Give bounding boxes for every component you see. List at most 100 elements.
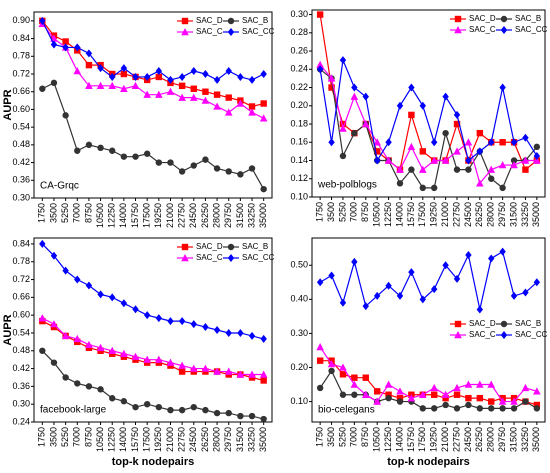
- marker-circle: [533, 143, 541, 151]
- x-tick-label: 7000: [349, 202, 359, 222]
- legend-marker: [181, 28, 189, 36]
- y-tick-label: 0.66: [12, 292, 30, 302]
- marker-triangle: [248, 370, 256, 378]
- panel-annotation: facebook-large: [40, 405, 107, 416]
- marker-circle: [39, 347, 46, 354]
- marker-diamond: [465, 156, 472, 165]
- marker-circle: [62, 374, 69, 381]
- marker-triangle: [407, 394, 416, 402]
- marker-circle: [339, 391, 347, 398]
- marker-triangle: [178, 361, 186, 369]
- x-tick-label: 12250: [383, 202, 393, 227]
- marker-circle: [442, 129, 449, 137]
- marker-square: [339, 371, 347, 378]
- marker-diamond: [408, 268, 415, 277]
- marker-diamond: [202, 70, 209, 78]
- marker-triangle: [85, 340, 93, 349]
- marker-diamond: [178, 72, 186, 81]
- marker-diamond: [419, 101, 426, 110]
- marker-square: [362, 374, 369, 381]
- marker-diamond: [260, 70, 267, 78]
- x-tick-label: 5250: [60, 427, 70, 447]
- marker-circle: [143, 400, 151, 408]
- y-tick-label: 0.30: [12, 192, 30, 202]
- marker-square: [213, 91, 221, 98]
- marker-circle: [419, 405, 426, 412]
- panel-annotation: CA-Grqc: [40, 181, 79, 192]
- x-tick-label: 1750: [315, 202, 325, 222]
- marker-triangle: [155, 355, 163, 363]
- marker-triangle: [407, 142, 416, 151]
- y-tick-label: 0.90: [12, 15, 30, 25]
- marker-triangle: [259, 370, 268, 378]
- x-tick-label: 17500: [142, 427, 152, 452]
- marker-circle: [385, 394, 392, 402]
- x-tick-label: 22750: [451, 427, 461, 452]
- marker-triangle: [201, 96, 210, 104]
- marker-circle: [510, 157, 518, 164]
- legend: SAC_D SAC_B SAC_C SAC_CC: [450, 14, 548, 34]
- marker-circle: [178, 168, 186, 175]
- marker-triangle: [441, 156, 450, 164]
- x-tick-label: 1750: [37, 427, 47, 447]
- y-tick-label: 0.16: [290, 137, 308, 147]
- marker-square: [62, 38, 69, 45]
- legend-label: SAC_B: [242, 16, 268, 25]
- marker-circle: [178, 406, 186, 414]
- x-axis-title: top-k nodepairs: [387, 456, 470, 468]
- marker-diamond: [488, 138, 495, 147]
- marker-triangle: [224, 367, 233, 375]
- marker-circle: [74, 147, 81, 154]
- x-tick-label: 14000: [394, 427, 404, 452]
- marker-diamond: [50, 40, 58, 49]
- marker-triangle: [224, 108, 233, 116]
- panel-annotation: web-polblogs: [317, 180, 377, 191]
- marker-square: [499, 139, 506, 146]
- x-tick-label: 12250: [383, 427, 393, 452]
- legend-label: SAC_B: [242, 242, 268, 251]
- marker-diamond: [442, 92, 449, 101]
- x-tick-label: 14000: [118, 427, 128, 452]
- marker-circle: [190, 162, 197, 169]
- marker-triangle: [38, 314, 47, 322]
- x-tick-label: 3500: [326, 427, 336, 447]
- marker-diamond: [499, 247, 506, 256]
- marker-diamond: [533, 151, 541, 160]
- marker-diamond: [431, 138, 438, 147]
- marker-diamond: [431, 285, 438, 294]
- marker-square: [260, 100, 267, 107]
- marker-diamond: [408, 83, 415, 92]
- x-tick-label: 33250: [246, 203, 256, 228]
- marker-circle: [476, 405, 484, 412]
- series-line: [42, 317, 264, 376]
- y-tick-label: 0.84: [12, 33, 30, 43]
- marker-diamond: [39, 16, 46, 25]
- marker-square: [202, 88, 209, 95]
- y-tick-label: 0.66: [12, 86, 30, 96]
- legend-marker: [500, 331, 508, 339]
- marker-circle: [488, 175, 495, 182]
- marker-diamond: [62, 266, 69, 275]
- x-tick-label: 26250: [474, 427, 484, 452]
- marker-circle: [408, 166, 415, 173]
- marker-circle: [339, 152, 347, 160]
- marker-circle: [132, 403, 139, 411]
- legend-label: SAC_C: [196, 253, 223, 262]
- marker-circle: [510, 405, 518, 412]
- marker-square: [533, 401, 541, 409]
- x-tick-label: 28000: [211, 427, 221, 452]
- marker-square: [476, 394, 484, 402]
- marker-diamond: [533, 278, 541, 287]
- y-tick-label: 0.36: [12, 175, 30, 185]
- marker-diamond: [85, 49, 93, 58]
- legend: SAC_D SAC_B SAC_C SAC_CC: [177, 16, 275, 36]
- x-tick-label: 33250: [520, 202, 530, 227]
- x-tick-label: 26250: [200, 203, 210, 228]
- legend: SAC_D SAC_B SAC_C SAC_CC: [177, 242, 275, 262]
- marker-diamond: [510, 291, 518, 300]
- marker-circle: [316, 384, 324, 392]
- marker-circle: [499, 184, 506, 192]
- marker-triangle: [430, 383, 439, 392]
- legend-label: SAC_D: [469, 319, 496, 328]
- legend-marker: [454, 26, 462, 34]
